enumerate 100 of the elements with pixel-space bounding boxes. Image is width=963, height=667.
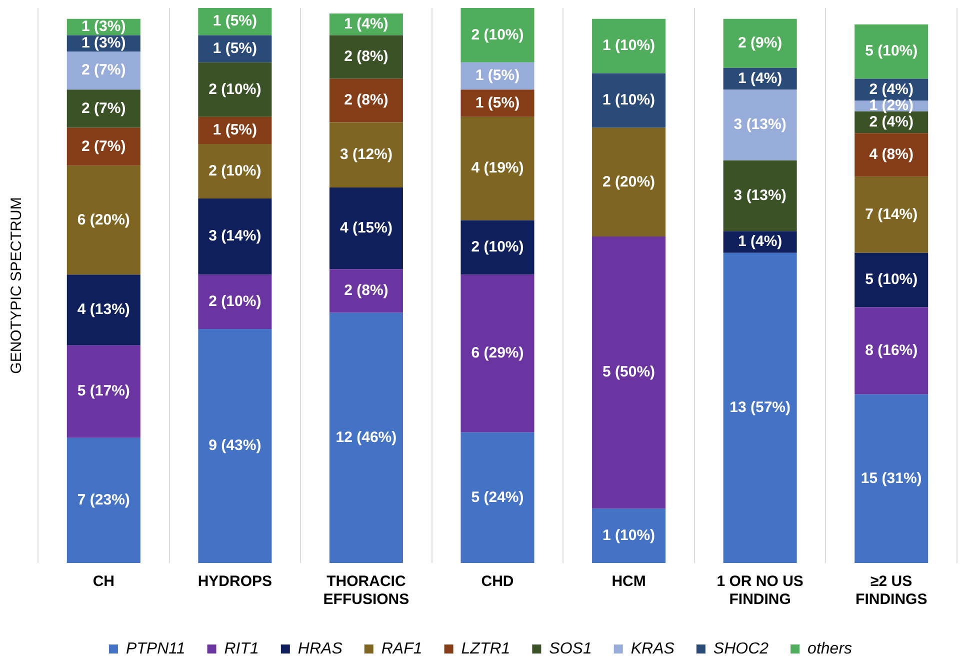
data-label: 2 (10%) <box>471 26 524 44</box>
data-label: 6 (20%) <box>77 211 130 228</box>
data-label: 7 (23%) <box>77 492 130 509</box>
y-axis-title: GENOTYPIC SPECTRUM <box>8 197 26 374</box>
data-label: 2 (8%) <box>344 92 388 109</box>
bar <box>329 122 403 188</box>
x-tick-label: HCM <box>612 573 646 590</box>
data-label: 2 (9%) <box>738 34 782 52</box>
x-tick-label: CH <box>92 573 114 590</box>
data-label: 5 (10%) <box>865 42 918 60</box>
data-label: 1 (5%) <box>212 122 258 139</box>
bar <box>460 220 534 275</box>
data-label: 7 (14%) <box>865 206 918 223</box>
bar <box>723 160 797 232</box>
legend-label: PTPN11 <box>126 640 186 658</box>
bar <box>592 508 666 563</box>
legend-label: SHOC2 <box>713 640 769 658</box>
bar <box>329 188 403 270</box>
data-label: 2 (7%) <box>82 100 126 117</box>
legend-label: HRAS <box>298 640 343 658</box>
data-label: 2 (7%) <box>82 62 126 79</box>
bar <box>854 133 928 177</box>
bar <box>66 128 140 166</box>
bar <box>854 394 928 563</box>
data-label: 1 (4%) <box>738 70 782 87</box>
bar <box>198 198 272 275</box>
bar <box>198 144 272 198</box>
bar <box>66 52 140 90</box>
data-label: 12 (46%) <box>336 428 397 446</box>
data-label: 4 (8%) <box>869 146 914 164</box>
data-label: 2 (8%) <box>344 48 388 66</box>
bar <box>592 18 666 74</box>
data-label: 1 (5%) <box>475 67 520 84</box>
bar <box>592 128 666 237</box>
data-label: 1 (4%) <box>344 15 388 32</box>
data-label: 1 (10%) <box>602 37 656 54</box>
bar <box>66 90 140 128</box>
bar <box>854 307 928 394</box>
bar <box>460 432 534 563</box>
bar <box>723 18 797 68</box>
bar <box>723 252 797 563</box>
data-label: 8 (16%) <box>865 342 918 359</box>
data-label: 15 (31%) <box>860 470 922 487</box>
data-label: 3 (14%) <box>208 228 262 245</box>
legend-label: others <box>808 640 852 658</box>
data-label: 2 (10%) <box>471 238 524 256</box>
data-label: 1 (3%) <box>82 18 126 36</box>
bar <box>460 8 534 62</box>
data-label: 2 (10%) <box>208 80 262 98</box>
bar <box>854 252 928 308</box>
bar <box>198 274 272 330</box>
bar <box>460 274 534 432</box>
bar <box>723 90 797 160</box>
bar <box>329 78 403 122</box>
bar <box>854 24 928 79</box>
data-label: 1 (5%) <box>212 12 258 30</box>
bar <box>198 329 272 563</box>
bar <box>66 166 140 275</box>
legend-label: LZTR1 <box>461 640 510 658</box>
data-label: 2 (10%) <box>208 162 262 180</box>
data-label: 4 (13%) <box>77 301 130 318</box>
x-tick-label: 1 OR NO US FINDING <box>716 573 804 608</box>
data-label: 2 (4%) <box>869 113 914 130</box>
x-tick-label: HYDROPS <box>198 573 272 590</box>
data-label: 9 (43%) <box>208 437 262 454</box>
bar <box>329 312 403 563</box>
data-label: 1 (10%) <box>602 526 656 544</box>
bar <box>329 269 403 313</box>
bar <box>66 274 140 346</box>
data-label: 5 (24%) <box>471 488 524 506</box>
data-label: 2 (4%) <box>869 80 914 98</box>
data-label: 4 (15%) <box>340 220 392 237</box>
legend-label: RIT1 <box>224 640 259 658</box>
data-label: 3 (13%) <box>734 116 786 134</box>
data-label: 1 (10%) <box>602 92 656 109</box>
data-label: 6 (29%) <box>471 344 524 362</box>
data-label: 13 (57%) <box>730 399 791 416</box>
x-tick-label: CHD <box>481 573 514 590</box>
legend-label: SOS1 <box>549 640 592 658</box>
data-label: 5 (50%) <box>602 364 656 381</box>
data-label: 5 (10%) <box>865 271 918 288</box>
data-label: 3 (13%) <box>734 186 786 204</box>
bar <box>854 176 928 253</box>
bar <box>66 345 140 438</box>
bar <box>66 438 140 563</box>
legend-label: KRAS <box>630 640 675 658</box>
x-tick-label: THORACIC EFFUSIONS <box>323 573 410 608</box>
data-label: 2 (7%) <box>82 138 126 155</box>
bar <box>460 116 534 220</box>
x-tick-label: ≥2 US FINDINGS <box>856 573 928 608</box>
data-label: 2 (20%) <box>602 173 656 190</box>
data-label: 1 (3%) <box>82 34 126 52</box>
bar <box>329 35 403 79</box>
data-label: 2 (10%) <box>208 292 262 310</box>
bar <box>592 236 666 509</box>
data-label: 3 (12%) <box>340 146 392 164</box>
data-label: 1 (2%) <box>869 97 914 114</box>
bar <box>198 62 272 117</box>
bar <box>592 73 666 128</box>
data-label: 4 (19%) <box>471 160 524 177</box>
